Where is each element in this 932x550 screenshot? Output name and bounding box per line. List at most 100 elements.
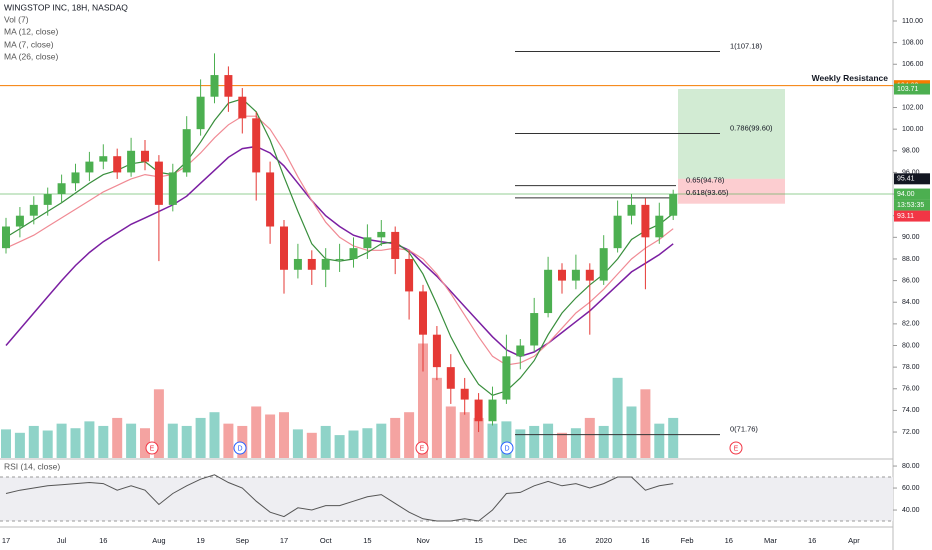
volume-bar bbox=[501, 421, 512, 458]
volume-bar bbox=[126, 423, 137, 458]
x-tick-label: Feb bbox=[681, 536, 694, 545]
indicator-legend: Vol (7) bbox=[4, 14, 29, 24]
rsi-line bbox=[5, 474, 674, 522]
fib-label: 1(107.18) bbox=[730, 41, 763, 50]
candle-body bbox=[224, 75, 233, 97]
y-tick-label: 84.00 bbox=[902, 299, 920, 306]
candle-body bbox=[599, 248, 608, 281]
event-label: D bbox=[504, 445, 509, 452]
y-tick-label: 100.00 bbox=[902, 126, 924, 133]
volume-bar bbox=[348, 430, 359, 458]
x-tick-label: 17 bbox=[280, 536, 288, 545]
candle-body bbox=[29, 204, 38, 216]
candle-body bbox=[113, 156, 122, 173]
indicator-legend: MA (12, close) bbox=[4, 26, 58, 36]
volume-bar bbox=[570, 428, 581, 458]
y-tick-label: 110.00 bbox=[902, 18, 923, 25]
fib-label: 0.786(99.60) bbox=[730, 123, 773, 132]
x-tick-label: Sep bbox=[236, 536, 249, 545]
volume-bar bbox=[140, 428, 150, 458]
volume-bar bbox=[473, 417, 484, 458]
ma12-line bbox=[5, 115, 674, 366]
y-tick-label: 98.00 bbox=[902, 148, 920, 155]
candle-body bbox=[266, 172, 275, 227]
candle-body bbox=[252, 118, 261, 173]
candle-body bbox=[627, 204, 636, 216]
candle-body bbox=[502, 356, 511, 400]
volume-bar bbox=[459, 412, 470, 458]
candle-body bbox=[168, 172, 177, 205]
candle-body bbox=[641, 204, 650, 238]
candle-body bbox=[71, 172, 80, 184]
volume-bar bbox=[70, 428, 81, 458]
fib-label: 0(71.76) bbox=[730, 425, 758, 434]
x-tick-label: 16 bbox=[99, 536, 107, 545]
candle-body bbox=[141, 150, 149, 162]
volume-bar bbox=[543, 423, 554, 458]
y-tick-label: 74.00 bbox=[902, 407, 920, 414]
x-tick-label: 2020 bbox=[595, 536, 612, 545]
candle-body bbox=[432, 334, 441, 368]
candle-body bbox=[585, 269, 594, 281]
countdown-label: 13:53:35 bbox=[897, 202, 924, 209]
candle-body bbox=[15, 215, 24, 227]
y-tick-label: 80.00 bbox=[902, 342, 920, 349]
rsi-tick-label: 60.00 bbox=[902, 485, 920, 492]
y-tick-label: 76.00 bbox=[902, 386, 920, 393]
volume-bar bbox=[626, 406, 637, 458]
candle-body bbox=[349, 248, 358, 259]
volume-bar bbox=[334, 435, 345, 458]
candle-body bbox=[99, 156, 108, 162]
volume-bar bbox=[529, 425, 540, 458]
volume-bar bbox=[487, 423, 498, 458]
stop-tag-label: 93.11 bbox=[897, 213, 914, 220]
event-marker bbox=[415, 441, 429, 455]
x-tick-label: Aug bbox=[152, 536, 165, 545]
x-tick-label: Mar bbox=[764, 536, 777, 545]
candle-body bbox=[516, 345, 525, 357]
volume-bar bbox=[598, 425, 609, 458]
volume-bar bbox=[223, 423, 234, 458]
volume-bar bbox=[612, 377, 623, 458]
volume-bar bbox=[251, 406, 262, 458]
volume-bar bbox=[431, 377, 442, 458]
volume-bar bbox=[390, 417, 401, 458]
candle-body bbox=[405, 258, 414, 292]
candle-body bbox=[280, 226, 288, 270]
rsi-title: RSI (14, close) bbox=[4, 461, 60, 471]
volume-bar bbox=[167, 423, 178, 458]
volume-bar bbox=[112, 417, 123, 458]
volume-bar bbox=[181, 425, 192, 458]
candle-body bbox=[669, 194, 678, 216]
x-tick-label: Oct bbox=[320, 536, 333, 545]
candle-body bbox=[43, 194, 52, 205]
x-tick-label: 15 bbox=[474, 536, 482, 545]
ma26-line bbox=[5, 145, 674, 358]
candle-body bbox=[558, 269, 566, 281]
candle-body bbox=[85, 161, 94, 173]
x-tick-label: Jul bbox=[57, 536, 67, 545]
volume-bar bbox=[418, 343, 428, 458]
last-price-tag-label: 94.00 bbox=[897, 191, 915, 198]
candle-body bbox=[544, 269, 553, 314]
event-label: D bbox=[237, 445, 242, 452]
entry-tag-label: 95.41 bbox=[897, 176, 915, 183]
y-tick-label: 78.00 bbox=[902, 364, 920, 371]
x-tick-label: 15 bbox=[363, 536, 371, 545]
volume-bar bbox=[654, 423, 665, 458]
candle-body bbox=[127, 150, 136, 173]
volume-bar bbox=[42, 430, 53, 458]
symbol-title: WINGSTOP INC, 18H, NASDAQ bbox=[4, 2, 128, 12]
event-label: E bbox=[150, 445, 155, 452]
volume-bar bbox=[292, 429, 303, 458]
candle-body bbox=[238, 96, 247, 119]
candle-body bbox=[154, 161, 163, 205]
x-tick-label: 16 bbox=[558, 536, 566, 545]
volume-bar bbox=[376, 423, 387, 458]
y-tick-label: 86.00 bbox=[902, 277, 920, 284]
volume-bar bbox=[1, 429, 11, 458]
volume-bar bbox=[404, 412, 415, 458]
volume-bar bbox=[515, 429, 526, 458]
